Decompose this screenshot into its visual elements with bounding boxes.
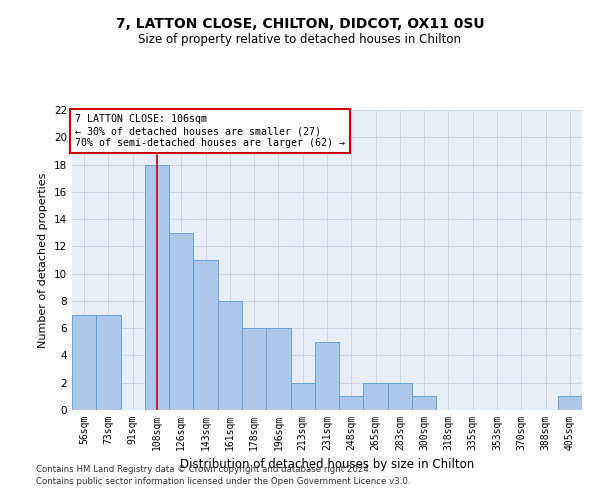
Text: 7, LATTON CLOSE, CHILTON, DIDCOT, OX11 0SU: 7, LATTON CLOSE, CHILTON, DIDCOT, OX11 0… (116, 18, 484, 32)
Bar (266, 328, 290, 410)
Bar (290, 382, 315, 410)
Bar (72, 314, 96, 410)
Bar (558, 396, 582, 410)
Bar (412, 396, 436, 410)
Bar (315, 342, 339, 410)
X-axis label: Distribution of detached houses by size in Chilton: Distribution of detached houses by size … (180, 458, 474, 471)
Bar (388, 382, 412, 410)
Text: Contains HM Land Registry data © Crown copyright and database right 2024.: Contains HM Land Registry data © Crown c… (36, 466, 371, 474)
Bar (96, 314, 121, 410)
Text: Size of property relative to detached houses in Chilton: Size of property relative to detached ho… (139, 32, 461, 46)
Y-axis label: Number of detached properties: Number of detached properties (38, 172, 49, 348)
Bar (242, 328, 266, 410)
Bar (145, 164, 169, 410)
Text: 7 LATTON CLOSE: 106sqm
← 30% of detached houses are smaller (27)
70% of semi-det: 7 LATTON CLOSE: 106sqm ← 30% of detached… (74, 114, 344, 148)
Bar (364, 382, 388, 410)
Bar (169, 232, 193, 410)
Bar (193, 260, 218, 410)
Text: Contains public sector information licensed under the Open Government Licence v3: Contains public sector information licen… (36, 477, 410, 486)
Bar (218, 301, 242, 410)
Bar (339, 396, 364, 410)
